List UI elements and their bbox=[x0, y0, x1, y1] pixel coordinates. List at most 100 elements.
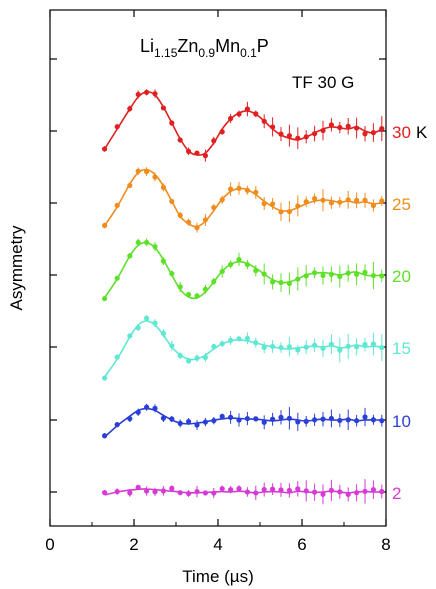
data-point bbox=[379, 488, 385, 495]
data-point bbox=[144, 169, 150, 175]
series-10-points bbox=[102, 403, 385, 439]
data-point bbox=[194, 488, 200, 495]
data-point bbox=[114, 422, 120, 428]
data-point bbox=[312, 131, 318, 137]
data-point bbox=[202, 153, 208, 159]
data-point bbox=[152, 320, 158, 326]
data-point bbox=[144, 404, 150, 410]
data-point bbox=[169, 416, 175, 422]
data-point bbox=[362, 131, 368, 137]
series-label-30: 30 bbox=[392, 123, 411, 142]
data-point bbox=[270, 124, 276, 130]
data-point bbox=[312, 270, 318, 276]
data-point bbox=[127, 416, 133, 422]
data-point bbox=[370, 272, 376, 279]
data-point bbox=[278, 344, 284, 351]
x-tick-label: 6 bbox=[297, 535, 306, 554]
data-point bbox=[320, 491, 326, 497]
data-point bbox=[278, 487, 284, 493]
data-point bbox=[270, 201, 276, 207]
data-point bbox=[186, 418, 192, 425]
data-point bbox=[194, 225, 200, 231]
data-point bbox=[228, 337, 234, 344]
title-part: Zn bbox=[177, 36, 198, 56]
data-point bbox=[354, 197, 360, 203]
data-point bbox=[228, 414, 234, 420]
data-point bbox=[370, 202, 376, 209]
data-point bbox=[169, 198, 175, 205]
data-point bbox=[244, 415, 250, 422]
data-point bbox=[303, 273, 309, 279]
data-point bbox=[177, 490, 183, 496]
data-point bbox=[337, 347, 343, 353]
data-point bbox=[102, 295, 108, 302]
data-point bbox=[379, 418, 385, 424]
data-point bbox=[303, 488, 309, 494]
x-tick-label: 4 bbox=[213, 535, 222, 554]
data-point bbox=[286, 133, 292, 139]
data-point bbox=[169, 271, 175, 277]
data-point bbox=[261, 271, 267, 277]
data-point bbox=[219, 486, 225, 492]
data-point bbox=[354, 418, 360, 424]
data-point bbox=[345, 123, 351, 129]
y-axis-label: Asymmetry bbox=[7, 225, 26, 311]
data-point bbox=[211, 418, 217, 424]
field-annotation: TF 30 G bbox=[292, 73, 354, 92]
data-point bbox=[114, 275, 120, 281]
data-point bbox=[114, 354, 120, 360]
data-point bbox=[362, 341, 368, 348]
data-point bbox=[160, 330, 166, 336]
data-point bbox=[345, 491, 351, 498]
data-point bbox=[244, 187, 250, 193]
data-point bbox=[186, 219, 192, 225]
data-point bbox=[228, 487, 234, 493]
data-point bbox=[102, 489, 108, 496]
chart-title: Li1.15Zn0.9Mn0.1P bbox=[140, 36, 269, 60]
data-point bbox=[135, 484, 141, 490]
data-point bbox=[194, 422, 200, 428]
data-point bbox=[312, 417, 318, 423]
data-point bbox=[253, 340, 259, 346]
data-point bbox=[177, 212, 183, 218]
series-label-15: 15 bbox=[392, 339, 411, 358]
data-point bbox=[194, 150, 200, 156]
data-point bbox=[362, 197, 368, 203]
series-label-10: 10 bbox=[392, 412, 411, 431]
series-label-25: 25 bbox=[392, 195, 411, 214]
data-point bbox=[114, 488, 120, 495]
x-axis-label: Time (µs) bbox=[182, 567, 254, 586]
data-point bbox=[295, 276, 301, 282]
data-point bbox=[370, 417, 376, 423]
data-point bbox=[169, 485, 175, 491]
data-point bbox=[354, 344, 360, 350]
data-point bbox=[303, 199, 309, 205]
data-point bbox=[160, 488, 166, 494]
x-tick-labels: 0 2 4 6 8 bbox=[45, 535, 390, 554]
data-point bbox=[144, 488, 150, 494]
data-point bbox=[253, 490, 259, 496]
data-point bbox=[370, 487, 376, 493]
data-point bbox=[135, 168, 141, 174]
data-point bbox=[219, 197, 225, 203]
series-15-points bbox=[102, 315, 385, 381]
data-point bbox=[320, 197, 326, 203]
data-point bbox=[270, 279, 276, 285]
data-point bbox=[135, 91, 141, 98]
data-point bbox=[345, 270, 351, 276]
data-point bbox=[312, 342, 318, 348]
data-point bbox=[219, 341, 225, 347]
data-point bbox=[354, 490, 360, 496]
temperature-unit-label: K bbox=[416, 123, 428, 142]
data-point bbox=[152, 91, 158, 97]
data-point bbox=[144, 239, 150, 246]
data-point bbox=[295, 486, 301, 492]
data-point bbox=[160, 184, 166, 190]
data-point bbox=[253, 416, 259, 422]
data-point bbox=[114, 124, 120, 130]
data-point bbox=[337, 273, 343, 280]
data-point bbox=[320, 416, 326, 422]
data-point bbox=[328, 271, 334, 277]
data-point bbox=[236, 417, 242, 423]
